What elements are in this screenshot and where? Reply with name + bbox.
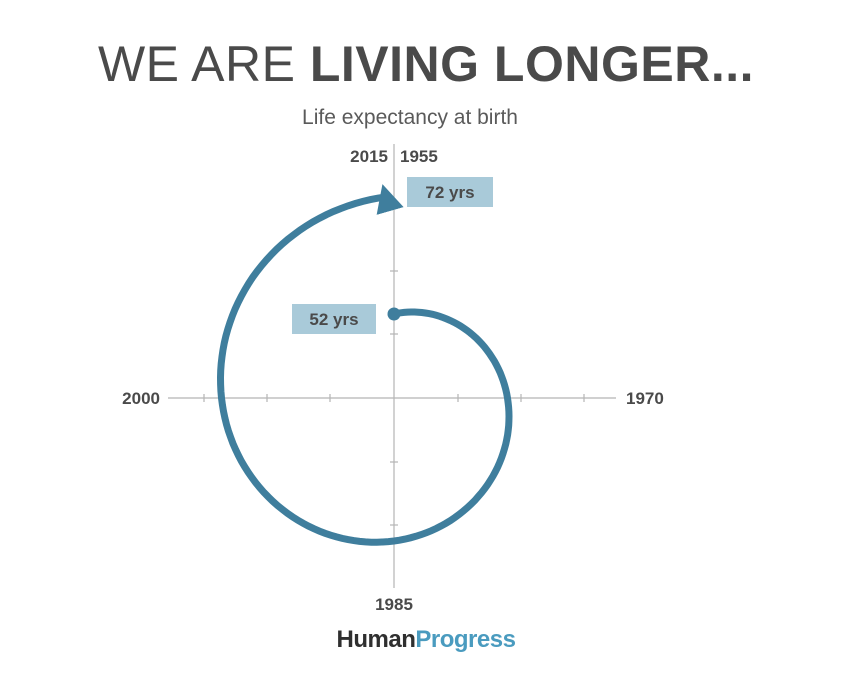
axis-label-1985: 1985 xyxy=(375,595,413,614)
title-bold-part: LIVING LONGER... xyxy=(309,36,754,92)
axis-label-1955: 1955 xyxy=(400,147,438,166)
chart-series xyxy=(216,184,513,546)
annotation-label-72-yrs: 72 yrs xyxy=(425,183,474,202)
title-light-part: WE ARE xyxy=(97,36,310,92)
chart-axes xyxy=(168,144,616,588)
chart-title: WE ARE LIVING LONGER... xyxy=(0,34,852,94)
annotation-box-52 xyxy=(292,304,376,334)
chart-subtitle: Life expectancy at birth xyxy=(302,106,518,129)
chart-labels: 2015 1955 1970 1985 2000 52 yrs 72 yrs xyxy=(122,147,664,614)
axis-label-1970: 1970 xyxy=(626,389,664,408)
logo-progress-text: Progress xyxy=(415,626,516,653)
axis-label-2015: 2015 xyxy=(350,147,388,166)
logo-human-text: Human xyxy=(336,626,416,653)
axis-label-2000: 2000 xyxy=(122,389,160,408)
start-point-marker xyxy=(387,307,401,321)
life-expectancy-spiral-line xyxy=(216,184,513,546)
annotation-label-52-yrs: 52 yrs xyxy=(309,310,358,329)
annotation-box-72 xyxy=(407,177,493,207)
humanprogress-logo: HumanProgress xyxy=(0,626,852,654)
